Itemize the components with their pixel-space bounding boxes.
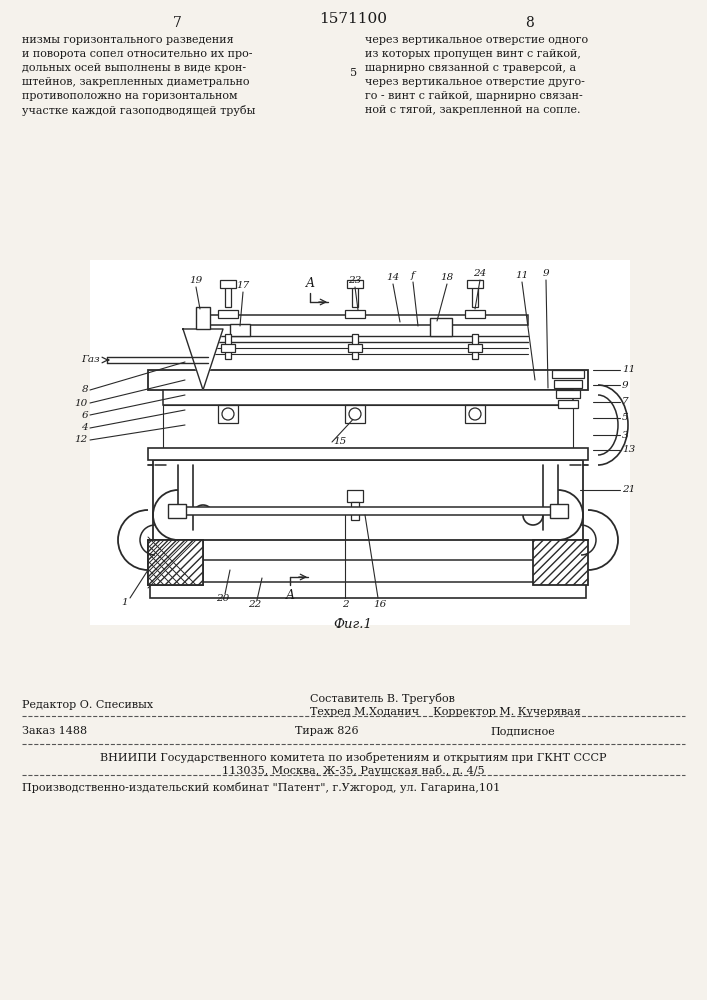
Text: 8: 8 bbox=[525, 16, 534, 30]
Text: 2: 2 bbox=[341, 600, 349, 609]
Bar bbox=[148, 370, 588, 390]
Bar bbox=[225, 287, 231, 307]
Text: 1571100: 1571100 bbox=[319, 12, 387, 26]
Text: 24: 24 bbox=[474, 269, 486, 278]
Bar bbox=[558, 400, 578, 408]
Bar bbox=[352, 287, 358, 307]
Text: Заказ 1488: Заказ 1488 bbox=[22, 726, 87, 736]
Text: f: f bbox=[411, 271, 415, 280]
Text: 20: 20 bbox=[216, 594, 230, 603]
Bar bbox=[347, 490, 363, 502]
Bar bbox=[178, 507, 558, 515]
Text: 22: 22 bbox=[248, 600, 262, 609]
Text: 13: 13 bbox=[622, 446, 636, 454]
Text: низмы горизонтального разведения
и поворота сопел относительно их про-
дольных о: низмы горизонтального разведения и повор… bbox=[22, 35, 255, 116]
Bar bbox=[472, 334, 478, 359]
Text: 9: 9 bbox=[543, 269, 549, 278]
Text: 17: 17 bbox=[236, 281, 250, 290]
Text: Тираж 826: Тираж 826 bbox=[295, 726, 358, 736]
Text: Редактор О. Спесивых: Редактор О. Спесивых bbox=[22, 700, 153, 710]
Bar bbox=[168, 504, 186, 518]
Bar bbox=[225, 334, 231, 359]
Bar bbox=[550, 504, 568, 518]
Text: 113035, Москва, Ж-35, Раушская наб., д. 4/5: 113035, Москва, Ж-35, Раушская наб., д. … bbox=[222, 765, 484, 776]
Bar bbox=[163, 405, 573, 448]
Polygon shape bbox=[183, 329, 223, 390]
Bar bbox=[533, 540, 588, 585]
Text: 7: 7 bbox=[173, 16, 182, 30]
Circle shape bbox=[222, 408, 234, 420]
Text: Газ: Газ bbox=[81, 356, 100, 364]
Bar bbox=[150, 580, 586, 598]
Text: Подписное: Подписное bbox=[490, 726, 555, 736]
Bar bbox=[472, 287, 478, 307]
Text: 4: 4 bbox=[81, 424, 88, 432]
Bar bbox=[554, 380, 582, 388]
Bar bbox=[430, 318, 452, 336]
Bar bbox=[208, 315, 528, 325]
Text: A: A bbox=[286, 589, 295, 602]
Bar bbox=[465, 405, 485, 423]
Text: 11: 11 bbox=[622, 365, 636, 374]
Bar bbox=[351, 502, 359, 520]
Bar bbox=[556, 390, 580, 398]
Text: 9: 9 bbox=[622, 380, 629, 389]
Bar bbox=[345, 405, 365, 423]
Bar bbox=[345, 310, 365, 318]
Bar bbox=[218, 310, 238, 318]
Bar bbox=[348, 344, 362, 352]
Text: 21: 21 bbox=[622, 486, 636, 494]
Text: 23: 23 bbox=[349, 276, 361, 285]
Text: 11: 11 bbox=[515, 271, 529, 280]
Bar bbox=[168, 560, 568, 582]
Text: 12: 12 bbox=[75, 436, 88, 444]
Bar bbox=[467, 280, 483, 288]
Bar bbox=[163, 390, 573, 405]
Bar bbox=[148, 540, 203, 585]
Text: 7: 7 bbox=[622, 397, 629, 406]
Text: 14: 14 bbox=[386, 273, 399, 282]
Bar bbox=[196, 307, 210, 329]
Text: 8: 8 bbox=[81, 385, 88, 394]
Bar bbox=[230, 324, 250, 336]
Text: 5: 5 bbox=[351, 68, 358, 78]
Bar bbox=[153, 460, 583, 540]
Bar bbox=[221, 344, 235, 352]
Bar bbox=[220, 280, 236, 288]
Bar bbox=[218, 405, 238, 423]
Text: Составитель В. Трегубов: Составитель В. Трегубов bbox=[310, 693, 455, 704]
Bar bbox=[465, 310, 485, 318]
Text: 16: 16 bbox=[373, 600, 387, 609]
Text: через вертикальное отверстие одного
из которых пропущен винт с гайкой,
шарнирно : через вертикальное отверстие одного из к… bbox=[365, 35, 588, 115]
Text: 15: 15 bbox=[333, 438, 346, 446]
Bar bbox=[347, 280, 363, 288]
Circle shape bbox=[349, 408, 361, 420]
Circle shape bbox=[469, 408, 481, 420]
Text: 5: 5 bbox=[622, 414, 629, 422]
Text: Техред М.Ходанич    Корректор М. Кучерявая: Техред М.Ходанич Корректор М. Кучерявая bbox=[310, 707, 580, 717]
Bar bbox=[148, 448, 588, 460]
Bar bbox=[90, 260, 630, 625]
Bar bbox=[552, 370, 584, 378]
Text: Производственно-издательский комбинат "Патент", г.Ужгород, ул. Гагарина,101: Производственно-издательский комбинат "П… bbox=[22, 782, 501, 793]
Text: Фиг.1: Фиг.1 bbox=[334, 618, 373, 631]
Text: 1: 1 bbox=[122, 598, 128, 607]
Text: A: A bbox=[305, 277, 315, 290]
Text: 18: 18 bbox=[440, 273, 454, 282]
Text: 6: 6 bbox=[81, 410, 88, 420]
Text: ВНИИПИ Государственного комитета по изобретениям и открытиям при ГКНТ СССР: ВНИИПИ Государственного комитета по изоб… bbox=[100, 752, 606, 763]
Bar bbox=[468, 344, 482, 352]
Bar bbox=[148, 540, 203, 585]
Text: 10: 10 bbox=[75, 398, 88, 408]
Text: 3: 3 bbox=[622, 430, 629, 440]
Text: 19: 19 bbox=[189, 276, 203, 285]
Bar bbox=[352, 334, 358, 359]
